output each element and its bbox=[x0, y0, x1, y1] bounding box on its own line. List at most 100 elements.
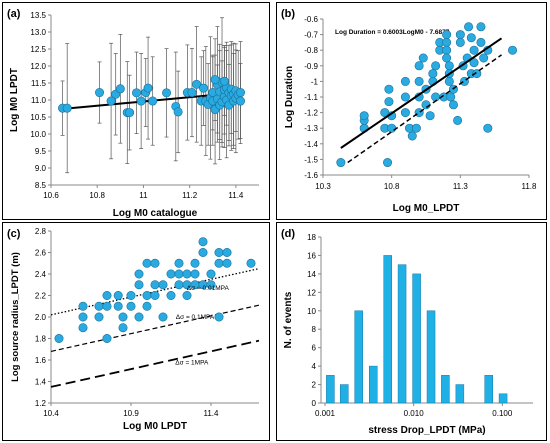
data-point bbox=[469, 58, 479, 68]
y-tick-label: -1.2 bbox=[304, 109, 318, 118]
y-tick-label: 13.5 bbox=[30, 11, 46, 20]
data-point bbox=[384, 97, 394, 107]
data-point bbox=[210, 75, 220, 85]
data-point bbox=[166, 291, 176, 301]
histogram-bar bbox=[441, 375, 450, 404]
data-point bbox=[192, 79, 202, 89]
data-point bbox=[442, 37, 452, 47]
y-tick-label: 9.0 bbox=[35, 164, 47, 173]
data-point bbox=[190, 269, 200, 279]
x-tick-label: 10.8 bbox=[384, 182, 400, 191]
data-point bbox=[190, 258, 200, 268]
data-point bbox=[198, 247, 208, 257]
data-point bbox=[444, 76, 454, 86]
data-point bbox=[219, 76, 229, 86]
data-point bbox=[118, 323, 128, 333]
data-point bbox=[455, 37, 465, 47]
y-tick-label: 12.5 bbox=[30, 45, 46, 54]
data-point bbox=[78, 301, 88, 311]
data-point bbox=[359, 111, 369, 121]
y-tick-label: 1.4 bbox=[35, 378, 47, 387]
data-point bbox=[142, 291, 152, 301]
data-point bbox=[407, 131, 417, 141]
stress-drop-label: Δσ = 0.1MPA bbox=[176, 314, 215, 321]
y-tick-label: -1.6 bbox=[304, 171, 318, 180]
data-point bbox=[214, 258, 224, 268]
data-point bbox=[94, 301, 104, 311]
y-tick-label: 1.6 bbox=[35, 356, 47, 365]
data-point bbox=[400, 108, 410, 118]
data-point bbox=[236, 88, 246, 98]
histogram-bar bbox=[484, 375, 493, 404]
data-point bbox=[222, 247, 232, 257]
y-axis-label: Log Duration bbox=[284, 66, 295, 128]
y-tick-label: 13.0 bbox=[30, 28, 46, 37]
y-tick-label: 12 bbox=[307, 288, 316, 297]
y-tick-label: 4 bbox=[312, 362, 317, 371]
x-axis-label: Log M0 LPDT bbox=[123, 421, 187, 432]
y-tick-label: 1.2 bbox=[35, 399, 47, 408]
x-tick-label: 10.3 bbox=[315, 182, 331, 191]
y-tick-label: 2 bbox=[312, 381, 317, 390]
x-tick-label: 0.001 bbox=[315, 409, 336, 418]
data-point bbox=[62, 103, 72, 113]
data-point bbox=[162, 88, 172, 98]
data-point bbox=[448, 100, 458, 110]
x-tick-label: 11.8 bbox=[522, 182, 538, 191]
data-point bbox=[106, 96, 116, 106]
data-point bbox=[166, 269, 176, 279]
data-point bbox=[469, 45, 479, 55]
data-point bbox=[479, 53, 489, 63]
data-point bbox=[102, 334, 112, 344]
data-point bbox=[400, 76, 410, 86]
data-point bbox=[206, 269, 216, 279]
data-point bbox=[198, 237, 208, 247]
data-point bbox=[414, 76, 424, 86]
data-point bbox=[400, 92, 410, 102]
chart-b: (b) -1.6 -1.5 -1.4 -1.3 -1.2 -1.1 -1 -0.9 -0.8 -0.… bbox=[281, 8, 538, 214]
data-point bbox=[142, 301, 152, 311]
histogram-bar bbox=[354, 310, 363, 404]
y-tick-label: -1.5 bbox=[304, 155, 318, 164]
panel-label: (d) bbox=[281, 228, 295, 240]
data-point bbox=[472, 69, 482, 79]
data-point bbox=[476, 37, 486, 47]
y-tick-label: 0 bbox=[312, 399, 317, 408]
data-point bbox=[158, 280, 168, 290]
data-point bbox=[150, 291, 160, 301]
data-point bbox=[148, 96, 158, 106]
data-point bbox=[182, 269, 192, 279]
y-axis-label: N. of events bbox=[283, 291, 294, 348]
histogram-bar bbox=[412, 273, 421, 404]
data-point bbox=[134, 312, 144, 322]
data-point bbox=[483, 123, 493, 133]
histogram-bar bbox=[383, 255, 392, 404]
data-point bbox=[414, 61, 424, 71]
data-point bbox=[444, 61, 454, 71]
panel-label: (c) bbox=[7, 228, 21, 240]
y-tick-label: 2.0 bbox=[35, 313, 47, 322]
data-point bbox=[78, 312, 88, 322]
x-axis-label: stress Drop_LPDT (MPa) bbox=[368, 425, 485, 436]
x-axis-label: Log M0_LPDT bbox=[393, 203, 460, 214]
y-tick-label: 8 bbox=[312, 325, 317, 334]
y-tick-label: -0.7 bbox=[304, 31, 318, 40]
x-tick-label: 10.6 bbox=[43, 191, 59, 200]
x-tick-label: 11.4 bbox=[204, 409, 220, 418]
y-tick-label: 11.5 bbox=[31, 79, 47, 88]
data-point bbox=[125, 108, 135, 118]
data-point bbox=[113, 301, 123, 311]
data-point bbox=[442, 53, 452, 63]
histogram-bar bbox=[397, 264, 407, 404]
panel-a: (a) 8.5 9.0 9.5 10.0 10.5 11.0 11.5 12.0 12.5 13.0… bbox=[2, 2, 270, 220]
data-point bbox=[442, 45, 452, 55]
data-point bbox=[94, 312, 104, 322]
y-tick-label: 10.5 bbox=[30, 113, 46, 122]
data-point bbox=[411, 123, 421, 133]
panel-d: (d) 0 2 4 6 8 10 12 14 16 18 0.001 0.010 0.100 stress … bbox=[276, 222, 547, 441]
data-point bbox=[187, 88, 197, 98]
data-point bbox=[134, 280, 144, 290]
y-tick-label: 18 bbox=[307, 233, 316, 242]
data-point bbox=[428, 69, 438, 79]
